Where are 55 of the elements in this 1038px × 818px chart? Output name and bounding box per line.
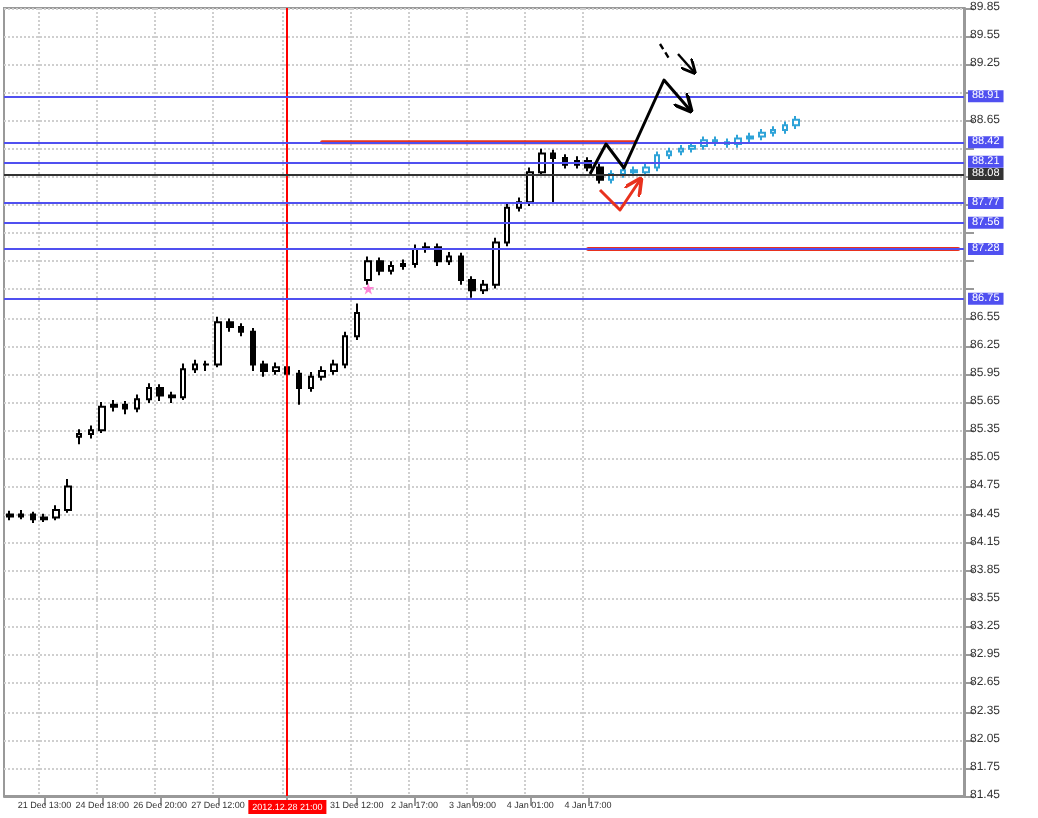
candlestick (678, 143, 684, 157)
candlestick (30, 510, 36, 525)
candlestick (342, 330, 348, 370)
candlestick (18, 508, 24, 521)
candlestick (202, 359, 210, 373)
candlestick (260, 359, 268, 378)
candlestick (480, 279, 488, 296)
candlestick (40, 512, 48, 524)
candlestick (192, 358, 198, 374)
candlestick (688, 141, 696, 154)
candlestick (110, 399, 118, 413)
candlestick (134, 393, 140, 414)
candlestick (746, 131, 754, 144)
candlestick (550, 148, 556, 204)
candlestick (226, 317, 234, 333)
candlestick (758, 128, 766, 142)
candlestick (400, 258, 406, 271)
candlestick (666, 146, 672, 161)
candlestick (712, 135, 718, 147)
candlestick (468, 275, 476, 299)
candlestick (412, 243, 418, 269)
candlestick (354, 302, 360, 342)
candlestick (238, 322, 244, 338)
candlestick (122, 400, 128, 416)
candlestick (782, 120, 788, 135)
candlestick (272, 361, 280, 376)
candlestick (6, 509, 14, 522)
candlestick (526, 166, 534, 207)
candlestick (630, 165, 638, 177)
candlestick (308, 370, 314, 393)
candlestick (458, 251, 464, 286)
candlestick (250, 326, 256, 373)
candlestick (538, 147, 546, 177)
candlestick (388, 260, 394, 276)
candlestick (146, 382, 152, 404)
candlestick (330, 358, 338, 376)
candlestick (620, 165, 626, 179)
candlestick (76, 428, 82, 446)
candlestick (214, 315, 222, 369)
candlestick (792, 114, 800, 131)
candlestick (88, 424, 94, 440)
candlestick (52, 504, 60, 522)
candlestick (642, 162, 650, 177)
candlestick (376, 256, 384, 277)
candlestick (98, 401, 106, 434)
candlestick (770, 125, 776, 138)
candlestick (492, 236, 500, 290)
candlestick (504, 202, 510, 248)
candlestick (156, 383, 164, 403)
candlestick (64, 477, 72, 514)
candlestick (180, 362, 186, 402)
candlestick (318, 365, 326, 382)
candlestick (446, 250, 452, 267)
candlestick (168, 390, 176, 404)
candlestick (296, 369, 302, 406)
